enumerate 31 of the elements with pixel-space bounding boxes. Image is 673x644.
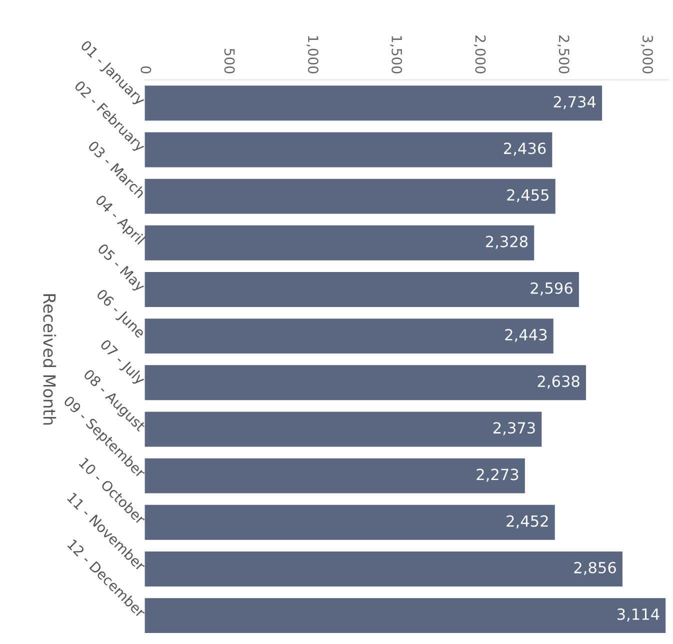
x-tick-label: 2,500 — [557, 36, 570, 74]
bar — [144, 598, 666, 634]
bar — [144, 365, 586, 400]
data-label: 2,455 — [507, 189, 548, 202]
x-tick-label: 500 — [224, 48, 235, 74]
data-label: 2,452 — [506, 515, 548, 528]
data-label: 2,373 — [493, 422, 535, 436]
data-label: 2,328 — [486, 236, 528, 249]
bar — [144, 552, 622, 586]
data-label: 2,273 — [476, 468, 518, 482]
bar — [144, 272, 579, 307]
x-tick-label: 3,000 — [641, 36, 654, 74]
bar — [144, 178, 556, 214]
data-label: 3,114 — [617, 608, 660, 622]
bar — [144, 412, 542, 447]
data-label: 2,596 — [530, 282, 572, 296]
data-label: 2,734 — [554, 96, 596, 110]
bar — [144, 458, 525, 494]
bar — [144, 86, 602, 121]
y-axis-title: Received Month — [43, 294, 56, 425]
bar — [144, 132, 552, 168]
bar — [144, 225, 534, 260]
data-label: 2,638 — [538, 376, 580, 389]
bar — [144, 318, 554, 354]
x-tick-label: 1,000 — [306, 36, 318, 74]
x-tick-label: 1,500 — [390, 36, 402, 74]
bar — [144, 504, 555, 540]
data-label: 2,443 — [505, 328, 547, 342]
data-label: 2,856 — [574, 562, 616, 575]
data-label: 2,436 — [504, 142, 546, 156]
x-tick-label: 2,000 — [474, 36, 486, 74]
